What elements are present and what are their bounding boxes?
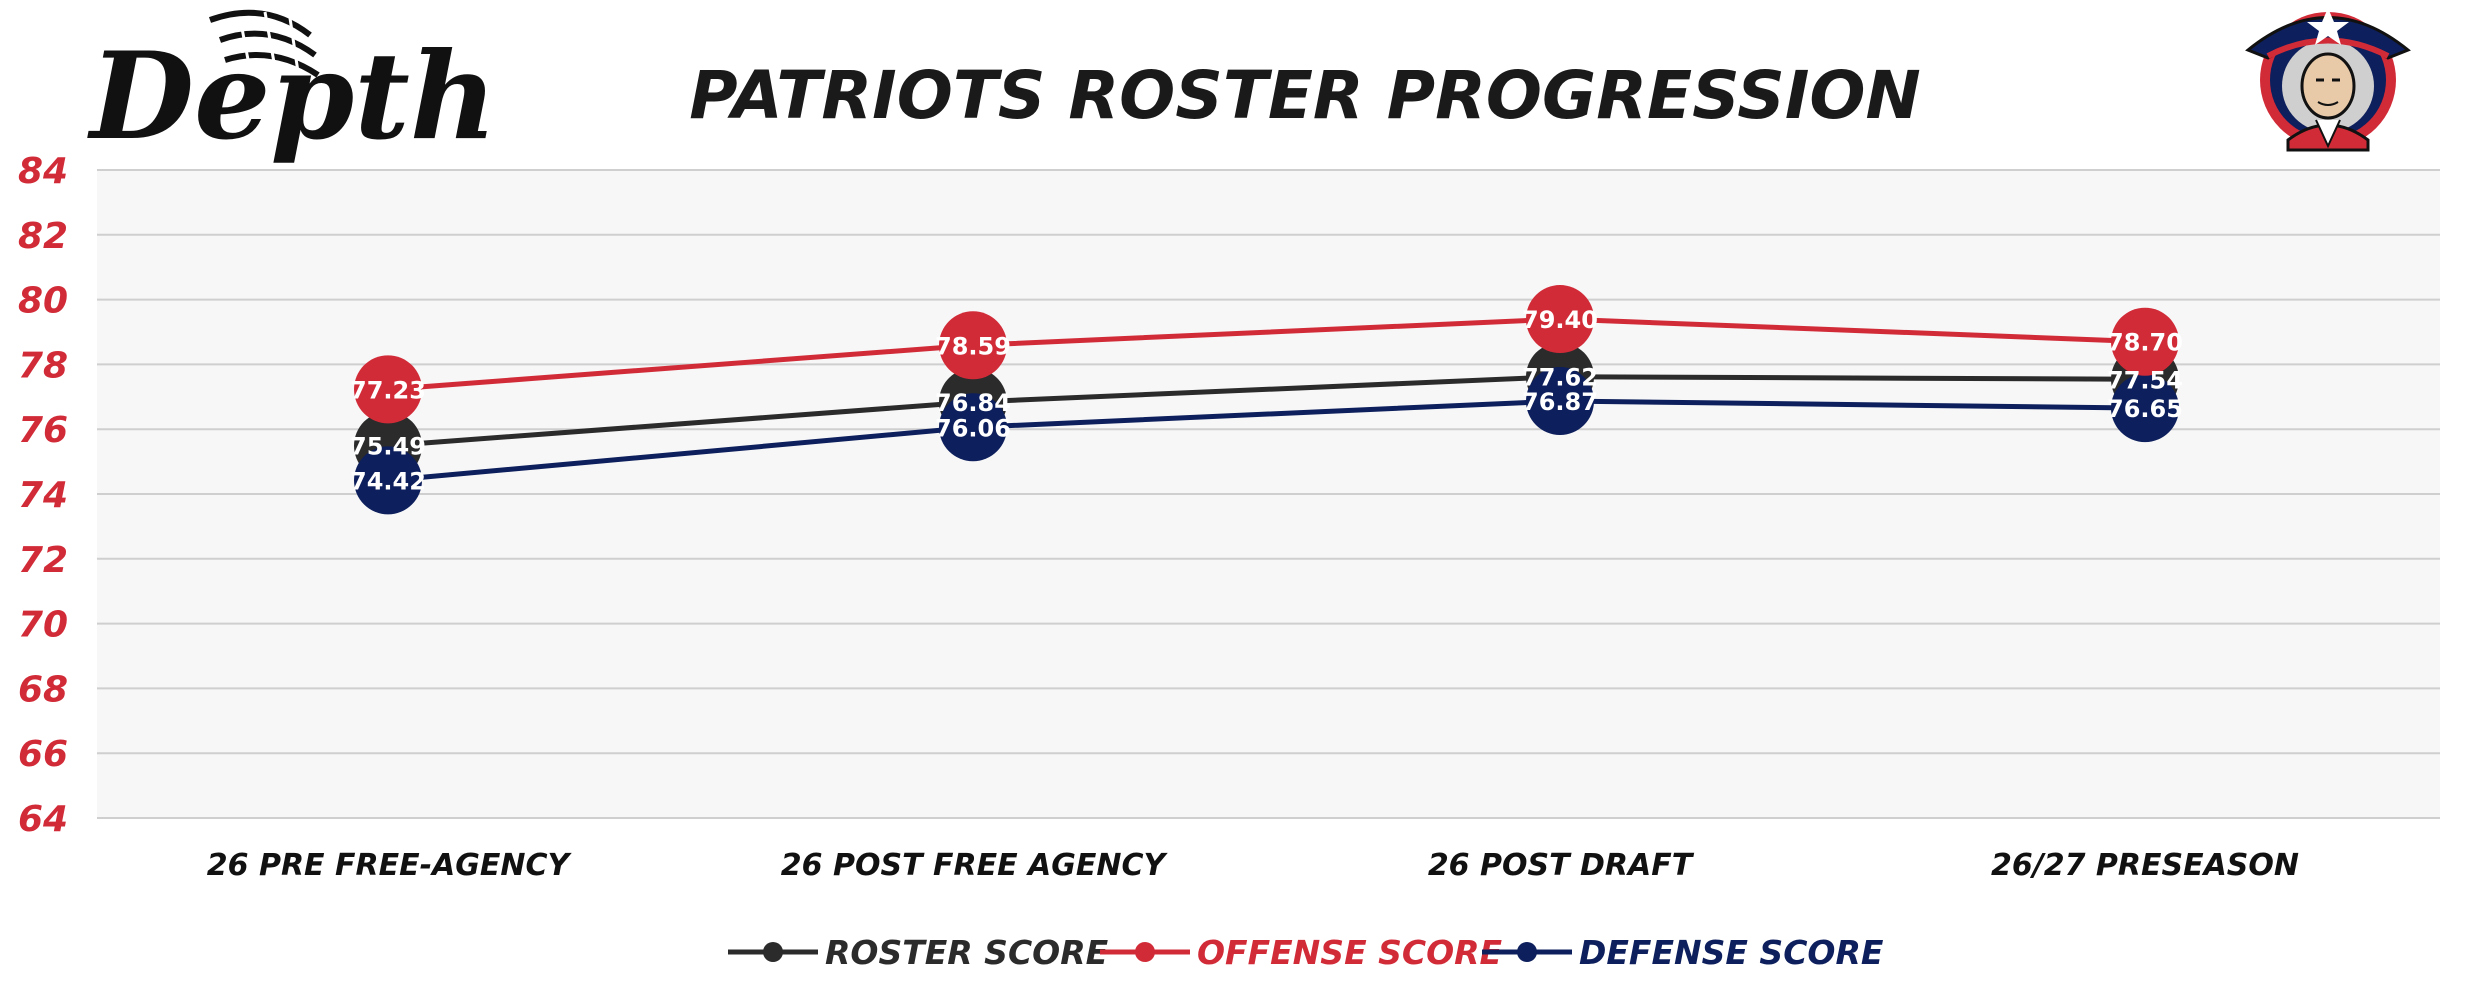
data-point bbox=[354, 446, 422, 515]
data-label: 77.54 bbox=[2107, 366, 2183, 394]
data-label: 79.40 bbox=[1522, 306, 1598, 334]
data-point bbox=[1526, 367, 1594, 436]
data-label: 76.84 bbox=[935, 389, 1011, 417]
x-tick-label: 26/27 PRESEASON bbox=[1991, 848, 2299, 883]
data-point bbox=[2111, 307, 2179, 376]
legend-label: OFFENSE SCORE bbox=[1197, 933, 1503, 972]
gridlines bbox=[97, 169, 2440, 819]
legend-item: ROSTER SCORE bbox=[728, 933, 1109, 972]
y-axis-ticks: 84 82 80 78 76 74 72 70 68 66 64 bbox=[18, 151, 68, 840]
x-axis-ticks: 26 PRE FREE-AGENCY 26 POST FREE AGENCY 26 … bbox=[207, 848, 2299, 883]
patriot-mascot-icon bbox=[2245, 8, 2411, 152]
series-line bbox=[387, 374, 2146, 449]
data-label: 76.06 bbox=[935, 414, 1011, 442]
data-label: 76.65 bbox=[2107, 395, 2183, 423]
y-tick-label: 70 bbox=[18, 605, 68, 646]
data-label: 74.42 bbox=[350, 467, 426, 495]
x-tick-label: 26 PRE FREE-AGENCY bbox=[207, 848, 573, 883]
y-tick-label: 76 bbox=[18, 410, 68, 451]
x-tick-label: 26 POST FREE AGENCY bbox=[781, 848, 1169, 883]
y-tick-label: 66 bbox=[18, 734, 68, 775]
data-point bbox=[1526, 285, 1594, 354]
data-point bbox=[939, 311, 1007, 380]
data-label: 77.23 bbox=[350, 376, 426, 404]
legend-item: DEFENSE SCORE bbox=[1482, 933, 1884, 972]
y-tick-label: 78 bbox=[18, 345, 68, 386]
series-line bbox=[387, 398, 2146, 483]
data-point bbox=[2111, 374, 2179, 443]
data-label: 78.59 bbox=[935, 332, 1011, 360]
data-point bbox=[939, 393, 1007, 462]
legend-marker bbox=[1517, 942, 1537, 962]
legend-item: OFFENSE SCORE bbox=[1100, 933, 1503, 972]
y-tick-label: 82 bbox=[18, 216, 68, 257]
data-label: 78.70 bbox=[2107, 329, 2183, 357]
logo-text: Depth bbox=[87, 26, 497, 167]
legend-label: ROSTER SCORE bbox=[825, 933, 1109, 972]
series-layer: 75.49 76.84 77.62 77.54 74.42 76.06 76.87 76.65… bbox=[350, 285, 2183, 515]
data-label: 75.49 bbox=[350, 433, 426, 461]
y-tick-label: 74 bbox=[18, 475, 68, 516]
y-tick-label: 72 bbox=[18, 540, 68, 581]
logo-ball-stripes bbox=[208, 9, 320, 78]
y-tick-label: 64 bbox=[18, 799, 68, 840]
data-point bbox=[354, 355, 422, 424]
x-tick-label: 26 POST DRAFT bbox=[1428, 848, 1695, 883]
legend: ROSTER SCORE OFFENSE SCORE DEFENSE SCORE bbox=[728, 933, 1884, 972]
data-label: 76.87 bbox=[1522, 388, 1598, 416]
y-tick-label: 84 bbox=[18, 151, 68, 192]
chart-title: PATRIOTS ROSTER PROGRESSION bbox=[689, 57, 1920, 134]
y-tick-label: 80 bbox=[18, 281, 68, 322]
series-line bbox=[387, 316, 2146, 392]
depth-logo-icon: Depth bbox=[87, 9, 497, 167]
legend-marker bbox=[763, 942, 783, 962]
data-label: 77.62 bbox=[1522, 364, 1598, 392]
y-tick-label: 68 bbox=[18, 669, 68, 710]
legend-marker bbox=[1135, 942, 1155, 962]
legend-label: DEFENSE SCORE bbox=[1579, 933, 1884, 972]
